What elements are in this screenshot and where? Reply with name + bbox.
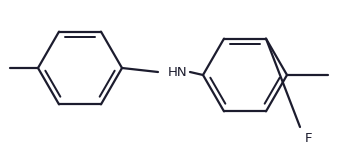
Text: F: F [305, 132, 312, 145]
Text: HN: HN [168, 66, 188, 78]
